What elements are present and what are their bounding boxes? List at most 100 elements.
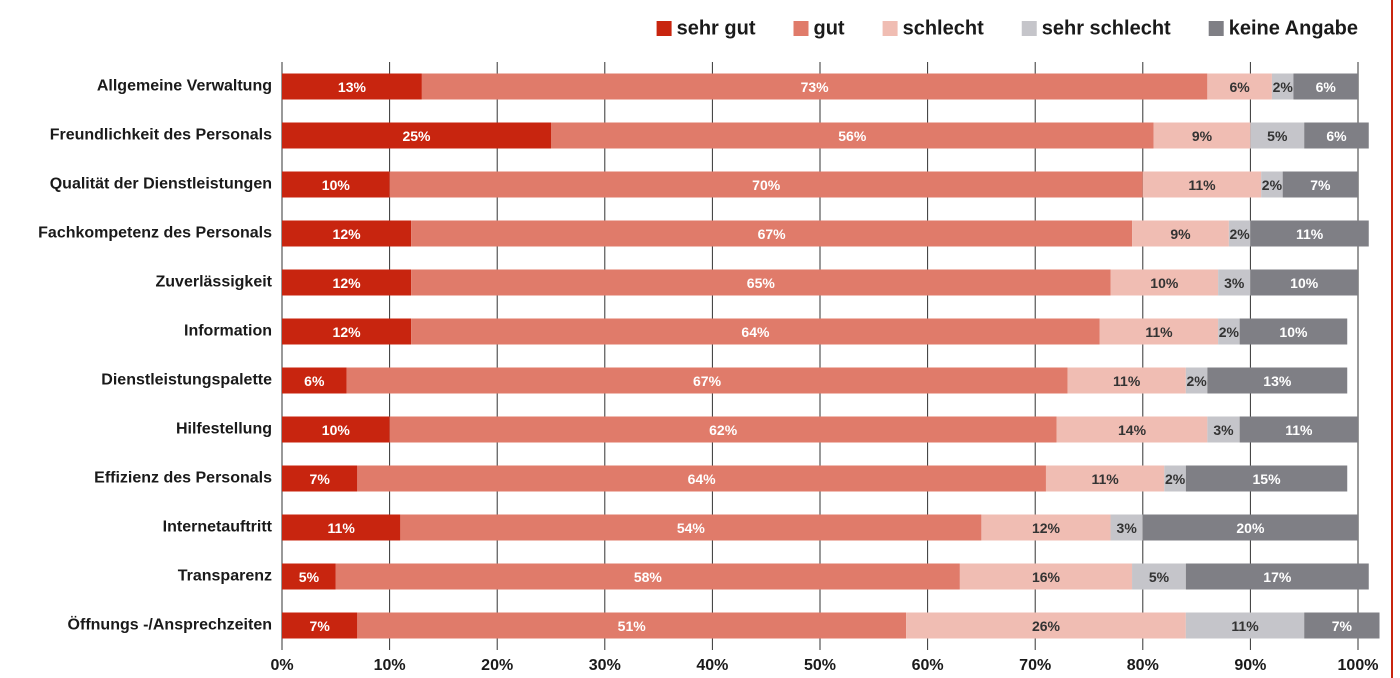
value-label: 11% [1285, 422, 1313, 438]
value-label: 15% [1253, 471, 1282, 487]
category-label: Hilfestellung [176, 421, 272, 438]
bar-segment [1045, 465, 1165, 492]
value-label: 9% [1192, 128, 1213, 144]
bar-segment [551, 122, 1154, 149]
x-tick-label: 100% [1338, 657, 1379, 674]
value-label: 62% [709, 422, 738, 438]
bar-segment [1067, 367, 1186, 394]
bar-segment [357, 612, 907, 639]
value-label: 2% [1186, 373, 1207, 389]
bar-segment [1228, 220, 1251, 247]
bar-segment [1304, 612, 1380, 639]
bar-segment [411, 318, 1100, 345]
category-label: Fachkompetenz des Personals [38, 225, 272, 242]
bar-segment [282, 171, 390, 198]
x-tick-label: 20% [481, 657, 513, 674]
bar-segment [357, 465, 1046, 492]
bar-segment [282, 269, 412, 296]
bar-segment [1164, 465, 1186, 492]
value-label: 3% [1117, 520, 1138, 536]
bar-segment [282, 563, 336, 590]
category-label: Allgemeine Verwaltung [97, 78, 272, 95]
bar-segment [1250, 220, 1369, 247]
value-label: 13% [1263, 373, 1292, 389]
value-label: 51% [618, 618, 647, 634]
value-label: 10% [1279, 324, 1308, 340]
legend-swatch [1021, 21, 1037, 36]
bar-segment [1142, 171, 1262, 198]
value-label: 26% [1032, 618, 1061, 634]
legend-swatch [1208, 21, 1224, 36]
bar-segment [1185, 367, 1208, 394]
bars [282, 73, 1380, 639]
bar-segment [906, 612, 1186, 639]
value-label: 70% [752, 177, 781, 193]
category-label: Transparenz [178, 568, 272, 585]
bar-segment [1271, 73, 1294, 100]
legend-label: sehr gut [677, 17, 756, 39]
bar-segment [1110, 514, 1143, 541]
bar-segment [389, 416, 1057, 443]
value-label: 12% [333, 324, 362, 340]
legend-label: sehr schlecht [1042, 17, 1171, 39]
value-label: 11% [1113, 373, 1141, 389]
bar-segment [389, 171, 1143, 198]
value-label: 64% [741, 324, 770, 340]
category-label: Zuverlässigkeit [156, 274, 273, 291]
bar-segment [346, 367, 1068, 394]
bar-segment [1153, 122, 1251, 149]
bar-segment [1185, 612, 1305, 639]
value-label: 13% [338, 79, 367, 95]
bar-segment [421, 73, 1208, 100]
value-label: 6% [304, 373, 325, 389]
value-label: 56% [838, 128, 867, 144]
x-tick-label: 60% [912, 657, 944, 674]
bar-segment [335, 563, 960, 590]
bar-segment [1185, 465, 1348, 492]
value-label: 7% [310, 618, 331, 634]
bar-segment [1261, 171, 1283, 198]
x-tick-label: 10% [374, 657, 406, 674]
value-label: 11% [1231, 618, 1259, 634]
x-tick-label: 50% [804, 657, 836, 674]
bar-segment [1142, 514, 1358, 541]
value-label: 14% [1118, 422, 1147, 438]
value-label: 2% [1219, 324, 1240, 340]
x-tick-label: 40% [696, 657, 728, 674]
value-label: 17% [1263, 569, 1292, 585]
category-label: Internetauftritt [163, 519, 273, 536]
value-label: 25% [402, 128, 431, 144]
bar-segment [1132, 563, 1186, 590]
bar-segment [1099, 318, 1219, 345]
value-label: 10% [322, 422, 351, 438]
bar-segment [282, 514, 401, 541]
value-label: 7% [1310, 177, 1331, 193]
bar-segment [1250, 269, 1358, 296]
category-label: Dienstleistungspalette [101, 372, 272, 389]
legend-swatch [882, 21, 898, 36]
x-tick-label: 30% [589, 657, 621, 674]
legend-label: keine Angabe [1229, 17, 1358, 39]
bar-segment [1239, 416, 1358, 443]
bar-segment [1250, 122, 1305, 149]
bar-segment [282, 122, 551, 149]
category-label: Information [184, 323, 272, 340]
value-label: 10% [322, 177, 351, 193]
value-label: 67% [693, 373, 722, 389]
value-label: 6% [1316, 79, 1337, 95]
bar-segment [1207, 73, 1272, 100]
x-tick-label: 0% [270, 657, 293, 674]
value-label: 65% [747, 275, 776, 291]
value-label: 2% [1165, 471, 1186, 487]
bar-segment [1218, 318, 1240, 345]
value-label: 6% [1230, 79, 1251, 95]
bar-segment [400, 514, 982, 541]
bar-segment [282, 612, 358, 639]
category-label: Effizienz des Personals [94, 470, 272, 487]
value-label: 73% [801, 79, 830, 95]
bar-segment [1207, 367, 1348, 394]
category-label: Qualität der Dienstleistungen [50, 176, 272, 193]
legend-label: gut [814, 17, 845, 39]
